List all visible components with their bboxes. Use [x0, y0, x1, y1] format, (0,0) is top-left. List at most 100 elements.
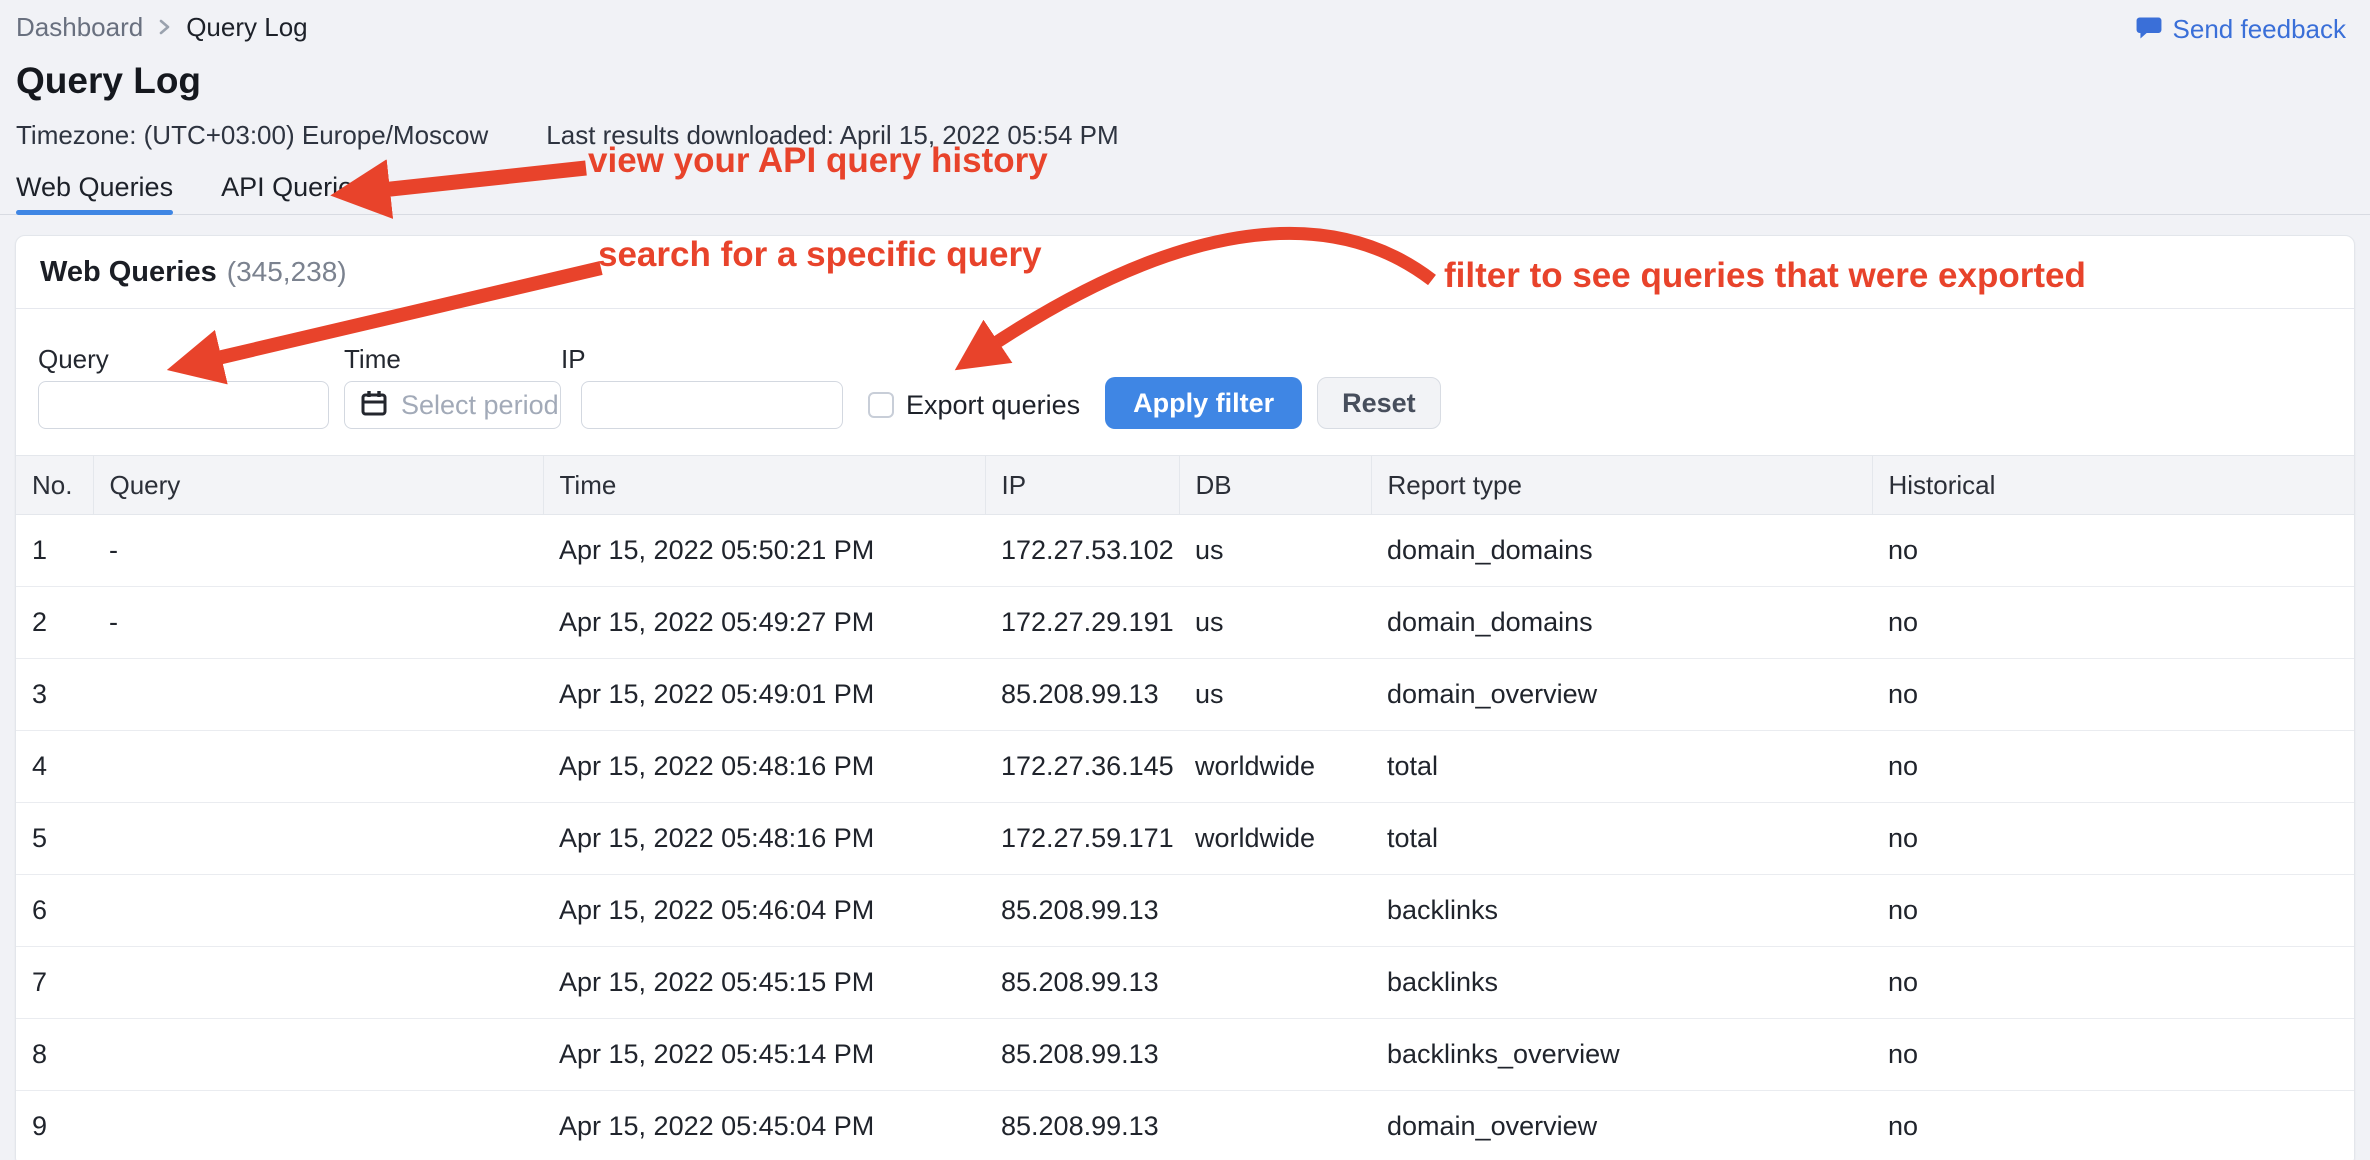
- table-cell: domain_overview: [1371, 1090, 1872, 1160]
- table-cell: no: [1872, 946, 2354, 1019]
- table-cell: [93, 658, 543, 731]
- table-cell: Apr 15, 2022 05:49:01 PM: [543, 658, 985, 731]
- table-cell: worldwide: [1179, 802, 1371, 875]
- breadcrumb-current: Query Log: [186, 12, 308, 42]
- column-header: Query: [93, 455, 544, 515]
- time-period-placeholder: Select period: [401, 389, 559, 420]
- ip-filter-group: IP: [561, 345, 843, 429]
- column-header: IP: [985, 455, 1180, 515]
- table-cell: 4: [16, 730, 93, 803]
- table-row: 7 Apr 15, 2022 05:45:15 PM 85.208.99.13 bac…: [16, 946, 2354, 1019]
- filter-bar: Query Time Select period: [16, 309, 2354, 455]
- table-row: 3 Apr 15, 2022 05:49:01 PM 85.208.99.13 us d…: [16, 658, 2354, 731]
- table-cell: -: [93, 586, 543, 659]
- table-cell: 8: [16, 1018, 93, 1091]
- meta-row: Timezone: (UTC+03:00) Europe/Moscow Last…: [16, 120, 2370, 150]
- table-row: 6 Apr 15, 2022 05:46:04 PM 85.208.99.13 bac…: [16, 874, 2354, 947]
- table-cell: Apr 15, 2022 05:48:16 PM: [543, 802, 985, 875]
- tab-web-queries[interactable]: Web Queries: [16, 172, 174, 215]
- table-cell: no: [1872, 586, 2354, 659]
- timezone-text: Timezone: (UTC+03:00) Europe/Moscow: [16, 120, 489, 150]
- last-results-text: Last results downloaded: April 15, 2022 …: [546, 120, 1119, 150]
- table-cell: 5: [16, 802, 93, 875]
- table-cell: [93, 874, 543, 947]
- table-row: 1- Apr 15, 2022 05:50:21 PM 172.27.53.102 u…: [16, 514, 2354, 587]
- web-queries-panel: Web Queries (345,238) Query Time: [15, 235, 2355, 1160]
- export-queries-checkbox[interactable]: [868, 392, 894, 418]
- table-cell: us: [1179, 658, 1371, 731]
- table-cell: 85.208.99.13: [985, 658, 1179, 731]
- table-cell: 85.208.99.13: [985, 874, 1179, 947]
- table-cell: 172.27.59.171: [985, 802, 1179, 875]
- table-cell: us: [1179, 586, 1371, 659]
- table-cell: Apr 15, 2022 05:45:04 PM: [543, 1090, 985, 1160]
- table-cell: backlinks: [1371, 874, 1872, 947]
- table-cell: Apr 15, 2022 05:49:27 PM: [543, 586, 985, 659]
- table-row: 2- Apr 15, 2022 05:49:27 PM 172.27.29.191 u…: [16, 586, 2354, 659]
- query-filter-label: Query: [38, 344, 109, 374]
- table-cell: us: [1179, 514, 1371, 587]
- breadcrumb-dashboard[interactable]: Dashboard: [16, 12, 144, 42]
- table-cell: no: [1872, 514, 2354, 587]
- table-cell: [1179, 1018, 1371, 1091]
- table-cell: [1179, 1090, 1371, 1160]
- table-cell: [93, 946, 543, 1019]
- ip-filter-label: IP: [561, 344, 586, 374]
- column-header: No.: [16, 455, 94, 515]
- table-row: 8 Apr 15, 2022 05:45:14 PM 85.208.99.13 bac…: [16, 1018, 2354, 1091]
- table-cell: backlinks_overview: [1371, 1018, 1872, 1091]
- query-filter-group: Query: [38, 345, 329, 429]
- table-cell: 9: [16, 1090, 93, 1160]
- table-cell: domain_domains: [1371, 514, 1872, 587]
- ip-input[interactable]: [581, 381, 843, 429]
- table-cell: 3: [16, 658, 93, 731]
- table-cell: 7: [16, 946, 93, 1019]
- table-cell: 85.208.99.13: [985, 1090, 1179, 1160]
- table-cell: no: [1872, 730, 2354, 803]
- table-cell: no: [1872, 658, 2354, 731]
- table-cell: total: [1371, 730, 1872, 803]
- breadcrumb: Dashboard Query Log: [16, 12, 308, 42]
- table-cell: 85.208.99.13: [985, 1018, 1179, 1091]
- time-period-select[interactable]: Select period: [344, 381, 561, 429]
- query-input[interactable]: [38, 381, 329, 429]
- export-queries-group: Export queries: [868, 381, 1080, 429]
- table-cell: 172.27.29.191: [985, 586, 1179, 659]
- column-header: Historical: [1872, 455, 2354, 515]
- time-filter-label: Time: [344, 344, 401, 374]
- export-queries-label[interactable]: Export queries: [906, 389, 1081, 420]
- table-cell: Apr 15, 2022 05:46:04 PM: [543, 874, 985, 947]
- table-row: 9 Apr 15, 2022 05:45:04 PM 85.208.99.13 dom…: [16, 1090, 2354, 1160]
- reset-button[interactable]: Reset: [1317, 377, 1441, 429]
- table-cell: [93, 1018, 543, 1091]
- page-title: Query Log: [16, 60, 202, 101]
- table-cell: no: [1872, 1090, 2354, 1160]
- table-cell: 172.27.36.145: [985, 730, 1179, 803]
- table-cell: [93, 730, 543, 803]
- column-header: Time: [543, 455, 986, 515]
- time-filter-group: Time Select period: [344, 345, 561, 429]
- table-cell: Apr 15, 2022 05:50:21 PM: [543, 514, 985, 587]
- tab-bar: Web Queries API Queries: [0, 172, 2370, 215]
- table-cell: total: [1371, 802, 1872, 875]
- send-feedback-link[interactable]: Send feedback: [2135, 12, 2346, 46]
- table-cell: no: [1872, 1018, 2354, 1091]
- table-header: No. Query Time IP DB Report type Historical: [16, 455, 2354, 515]
- table-cell: Apr 15, 2022 05:48:16 PM: [543, 730, 985, 803]
- send-feedback-label: Send feedback: [2172, 14, 2346, 44]
- chevron-right-icon: [157, 16, 172, 38]
- panel-title: Web Queries: [40, 256, 217, 288]
- column-header: Report type: [1371, 455, 1873, 515]
- table-cell: backlinks: [1371, 946, 1872, 1019]
- table-cell: -: [93, 514, 543, 587]
- panel-count: (345,238): [226, 256, 347, 287]
- table-cell: Apr 15, 2022 05:45:14 PM: [543, 1018, 985, 1091]
- table-cell: [93, 1090, 543, 1160]
- table-cell: 6: [16, 874, 93, 947]
- apply-filter-button[interactable]: Apply filter: [1105, 377, 1303, 429]
- tab-api-queries[interactable]: API Queries: [221, 172, 367, 202]
- table-cell: domain_domains: [1371, 586, 1872, 659]
- annotation-filter-exported: filter to see queries that were exported: [1444, 256, 2086, 295]
- table-cell: worldwide: [1179, 730, 1371, 803]
